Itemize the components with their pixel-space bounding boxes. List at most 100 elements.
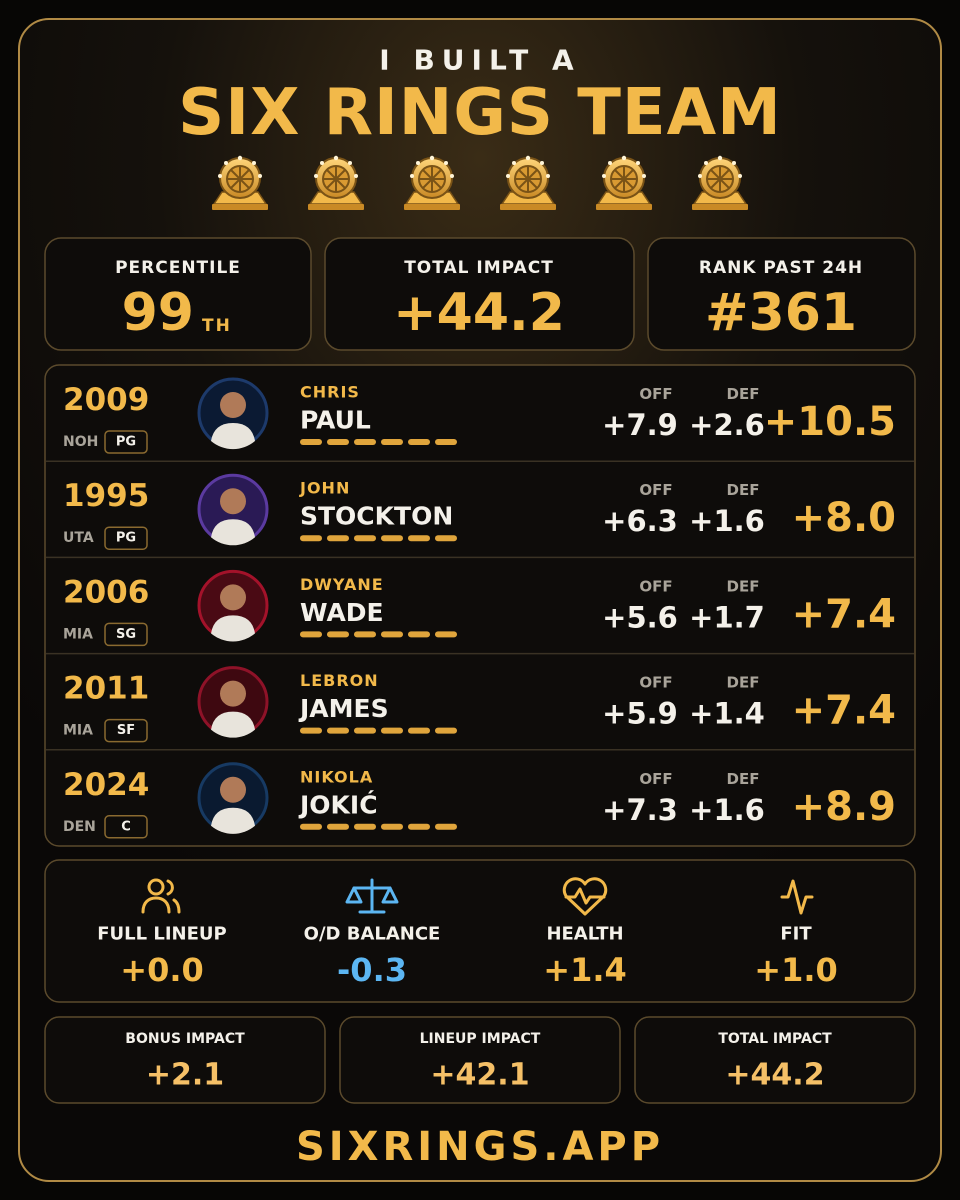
balance-icon	[345, 878, 399, 914]
last-name: STOCKTON	[300, 502, 453, 531]
rating-segment	[327, 727, 349, 734]
bonus-label: HEALTH	[546, 924, 623, 945]
stat-label: PERCENTILE	[115, 258, 241, 278]
def-label: DEF	[727, 577, 760, 595]
off-value: +7.3	[602, 793, 678, 827]
avatar-body	[211, 423, 255, 450]
off-label: OFF	[639, 770, 672, 788]
rating-segment	[408, 727, 430, 734]
total-value: +7.4	[792, 591, 896, 637]
rating-segment	[435, 631, 457, 638]
avatar-head	[220, 392, 246, 418]
total-value: +8.9	[792, 784, 896, 830]
position-badge	[104, 815, 148, 839]
bonus-label: FULL LINEUP	[97, 924, 226, 945]
rating-segment	[408, 439, 430, 445]
avatar-head	[220, 680, 246, 707]
off-value: +7.9	[602, 408, 678, 442]
def-value: +2.6	[689, 408, 765, 442]
stat-box	[647, 237, 916, 351]
total-value: +10.5	[764, 399, 896, 445]
def-value: +1.6	[689, 504, 765, 538]
impact-box	[634, 1016, 916, 1104]
player-row: 2006 MIA SG DWYANE WADE OFF +5.6 DEF +1.7 +7.4	[46, 556, 914, 647]
impact-value: +42.1	[430, 1058, 529, 1093]
year: 2024	[63, 767, 149, 803]
fit-icon	[780, 879, 814, 915]
player-row: 2011 MIA SF LEBRON JAMES OFF +5.9 DEF +1.4 +7.4	[46, 652, 914, 743]
rating-segment	[408, 823, 430, 830]
rating-segment	[327, 823, 349, 830]
title: SIX RINGS TEAM	[178, 76, 782, 150]
position-badge	[104, 430, 148, 454]
position: PG	[116, 435, 136, 450]
rating-segment	[408, 631, 430, 638]
def-label: DEF	[727, 481, 760, 499]
off-label: OFF	[639, 481, 672, 499]
rating-segment	[354, 439, 376, 445]
position-badge	[104, 526, 148, 550]
position: C	[121, 819, 131, 834]
footer-url[interactable]: SIXRINGS.APP	[296, 1124, 664, 1170]
off-label: OFF	[639, 674, 672, 692]
stat-value: +44.2	[393, 283, 565, 343]
avatar-body	[211, 711, 255, 738]
off-value: +5.9	[602, 697, 678, 731]
rating-segment	[408, 535, 430, 542]
avatar-head	[220, 776, 246, 803]
rating-segment	[354, 631, 376, 638]
off-label: OFF	[639, 385, 672, 403]
team: DEN	[63, 819, 96, 835]
year: 1995	[63, 478, 149, 514]
rating-segment	[381, 631, 403, 638]
stat-value: #361	[705, 283, 857, 343]
year: 2011	[63, 671, 149, 707]
impact-box	[44, 1016, 326, 1104]
avatar-head	[220, 488, 246, 515]
bonus-value: +0.0	[120, 951, 204, 989]
rating-segment	[435, 535, 457, 542]
first-name: JOHN	[299, 479, 350, 498]
first-name: CHRIS	[300, 383, 360, 402]
rating-segment	[435, 727, 457, 734]
avatar-head	[220, 584, 246, 611]
position: SF	[117, 723, 135, 738]
rating-segment	[381, 727, 403, 734]
lineup-icon	[141, 878, 181, 914]
rating-segment	[300, 727, 322, 734]
bonus-label: FIT	[780, 924, 812, 945]
stat-box	[44, 237, 312, 351]
avatar-body	[211, 519, 255, 546]
position: SG	[116, 627, 136, 642]
impact-label: LINEUP IMPACT	[420, 1031, 541, 1047]
stat-label: TOTAL IMPACT	[404, 258, 554, 278]
team: UTA	[63, 530, 94, 546]
avatar-body	[211, 615, 255, 642]
last-name: JOKIĆ	[298, 789, 378, 819]
off-value: +6.3	[602, 504, 678, 538]
total-value: +7.4	[792, 688, 896, 734]
team: NOH	[63, 434, 98, 450]
first-name: DWYANE	[300, 575, 384, 594]
kicker: I BUILT A	[379, 44, 580, 77]
total-value: +8.0	[792, 495, 896, 541]
bonus-panel	[44, 859, 916, 1003]
year: 2009	[63, 382, 149, 418]
position-badge	[104, 718, 148, 743]
def-label: DEF	[727, 385, 760, 403]
bonus-label: O/D BALANCE	[304, 924, 441, 945]
def-label: DEF	[727, 674, 760, 692]
roster-table	[44, 364, 916, 847]
bonus-value: -0.3	[337, 951, 407, 989]
team: MIA	[63, 626, 93, 642]
health-icon	[562, 877, 608, 916]
rating-segment	[300, 439, 322, 445]
rating-segment	[354, 727, 376, 734]
last-name: JAMES	[298, 694, 389, 723]
rating-segment	[381, 439, 403, 445]
year: 2006	[63, 574, 149, 610]
rating-segment	[435, 439, 457, 445]
impact-box	[339, 1016, 621, 1104]
rating-segment	[354, 823, 376, 830]
